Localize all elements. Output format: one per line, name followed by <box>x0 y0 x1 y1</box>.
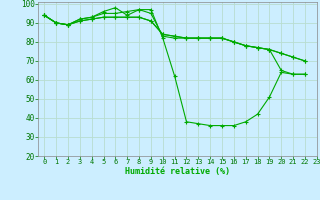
X-axis label: Humidité relative (%): Humidité relative (%) <box>125 167 230 176</box>
